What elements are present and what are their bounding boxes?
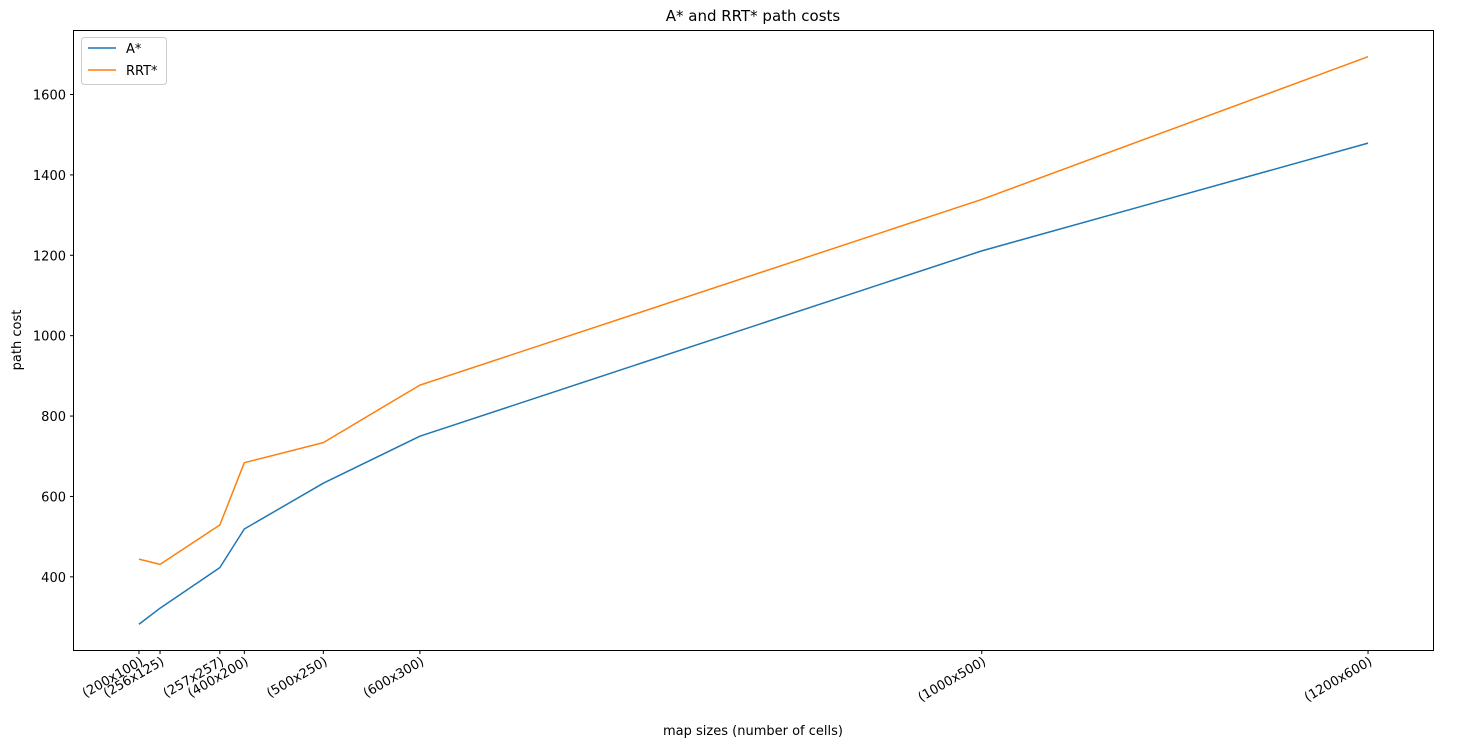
x-tick-label: (500x250) <box>264 654 330 701</box>
y-tick-label: 600 <box>41 490 66 505</box>
y-tick-label: 1400 <box>33 169 66 184</box>
legend-label-1: RRT* <box>126 64 158 79</box>
plot-lines <box>138 56 1369 625</box>
y-tick-label: 1600 <box>33 89 66 104</box>
y-axis-ticks: 400 600 800 1000 1200 1400 1600 <box>33 89 74 586</box>
plot-area-frame <box>73 30 1434 651</box>
y-tick-label: 1000 <box>33 330 66 345</box>
y-axis-label: path cost <box>10 310 25 371</box>
y-tick-label: 1200 <box>33 249 66 264</box>
x-tick-label: (600x300) <box>361 654 427 701</box>
x-tick-label: (1000x500) <box>916 654 989 705</box>
x-axis-label: map sizes (number of cells) <box>663 724 843 739</box>
series-line-0 <box>138 142 1369 625</box>
x-axis-ticks: (200x100)(256x125)(257x257)(400x200) (500… <box>80 650 1375 705</box>
legend-label-0: A* <box>126 42 142 57</box>
y-tick-label: 400 <box>41 571 66 586</box>
legend-box <box>81 37 167 85</box>
legend: A* RRT* <box>81 37 167 85</box>
chart-title: A* and RRT* path costs <box>666 7 841 25</box>
y-tick-label: 800 <box>41 410 66 425</box>
series-line-1 <box>138 56 1369 566</box>
x-tick-label: (1200x600) <box>1302 654 1375 705</box>
